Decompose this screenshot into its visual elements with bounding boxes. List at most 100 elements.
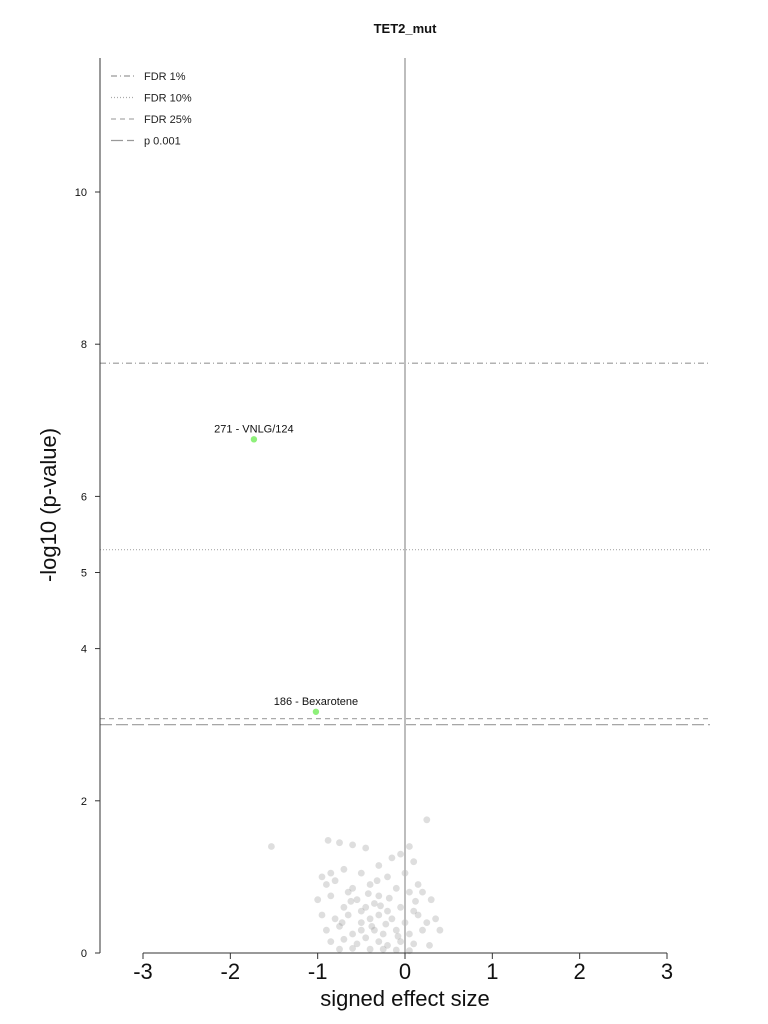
x-tick-label: 0: [399, 959, 411, 984]
data-point: [377, 902, 384, 910]
data-point: [379, 930, 387, 938]
data-point: [349, 841, 356, 849]
data-point: [406, 843, 413, 850]
x-tick-label: 2: [574, 959, 586, 984]
data-point: [375, 911, 383, 919]
data-point: [357, 907, 365, 915]
data-point: [412, 897, 419, 905]
point-label: 186 - Bexarotene: [274, 696, 358, 708]
data-point: [382, 920, 390, 928]
data-point: [366, 945, 374, 953]
data-point: [419, 926, 426, 934]
data-point: [423, 816, 431, 824]
data-point: [406, 930, 413, 938]
data-point: [392, 884, 400, 892]
data-point: [410, 940, 418, 948]
data-point: [318, 911, 326, 919]
data-point: [410, 858, 418, 866]
data-point: [375, 892, 383, 900]
data-point: [423, 919, 431, 926]
y-tick-label: 2: [81, 796, 87, 808]
x-tick-label: -3: [133, 959, 153, 984]
data-point: [357, 919, 365, 926]
highlighted-point: [250, 436, 258, 443]
data-point: [436, 926, 444, 934]
data-point: [336, 839, 343, 847]
highlighted-points: 271 - VNLG/124 186 - Bexarotene: [214, 423, 358, 715]
data-point: [384, 873, 391, 881]
data-point: [347, 897, 355, 905]
x-tick-label: 1: [486, 959, 498, 984]
data-point: [388, 915, 396, 923]
x-axis-label: signed effect size: [320, 986, 490, 1011]
data-point: [397, 850, 404, 858]
data-point: [406, 888, 413, 896]
chart-title: TET2_mut: [374, 21, 438, 36]
data-point: [327, 869, 335, 877]
data-point: [373, 877, 381, 885]
legend-label: FDR 10%: [144, 93, 192, 105]
data-point: [394, 932, 402, 940]
data-point: [336, 945, 343, 953]
data-point: [344, 911, 352, 919]
data-point: [353, 940, 361, 948]
data-point: [375, 938, 383, 945]
data-point: [414, 881, 422, 888]
data-point: [268, 843, 275, 850]
legend-label: FDR 25%: [144, 114, 192, 126]
data-point: [384, 942, 391, 949]
data-point: [362, 844, 370, 852]
data-point: [397, 903, 404, 911]
data-point: [414, 911, 422, 919]
x-tick-label: 3: [661, 959, 673, 984]
data-point: [349, 884, 356, 892]
data-point: [327, 892, 335, 900]
data-point: [336, 923, 343, 930]
point-label: 271 - VNLG/124: [214, 423, 294, 435]
legend: FDR 1% FDR 10% FDR 25% p 0.001: [111, 71, 192, 148]
data-point: [327, 938, 335, 945]
data-point: [340, 865, 348, 873]
data-point: [357, 869, 365, 877]
legend-label: p 0.001: [144, 136, 181, 148]
y-tick-label: 6: [81, 491, 87, 503]
data-point: [432, 915, 439, 923]
data-point: [410, 907, 418, 915]
data-point: [318, 873, 326, 881]
data-point: [379, 945, 387, 953]
y-tick-label: 10: [75, 187, 87, 199]
data-point: [353, 896, 361, 904]
data-point: [419, 888, 426, 896]
data-point: [331, 915, 339, 923]
data-point: [324, 837, 332, 844]
y-tick-label: 5: [81, 568, 87, 580]
y-tick-label: 8: [81, 339, 87, 351]
y-axis-label: -log10 (p-value): [36, 428, 61, 582]
data-point: [323, 881, 330, 888]
data-point: [323, 926, 330, 934]
data-point: [426, 942, 433, 949]
data-point: [349, 930, 356, 938]
data-point: [362, 903, 370, 911]
data-point: [366, 915, 374, 923]
data-point: [349, 945, 356, 952]
x-tick-label: -1: [308, 959, 328, 984]
data-point: [362, 934, 370, 942]
data-point: [331, 877, 339, 885]
data-point: [344, 888, 352, 896]
data-point: [340, 903, 348, 911]
x-tick-label: -2: [221, 959, 241, 984]
data-point: [314, 896, 322, 904]
data-point: [338, 919, 346, 926]
data-point: [371, 926, 378, 934]
highlighted-point: [312, 708, 320, 715]
data-point: [392, 946, 400, 954]
data-point: [375, 862, 383, 869]
data-point: [406, 947, 413, 955]
data-point: [427, 896, 435, 904]
legend-label: FDR 1%: [144, 71, 186, 83]
data-point: [384, 907, 391, 915]
background-points: [268, 816, 444, 955]
data-point: [385, 894, 393, 902]
